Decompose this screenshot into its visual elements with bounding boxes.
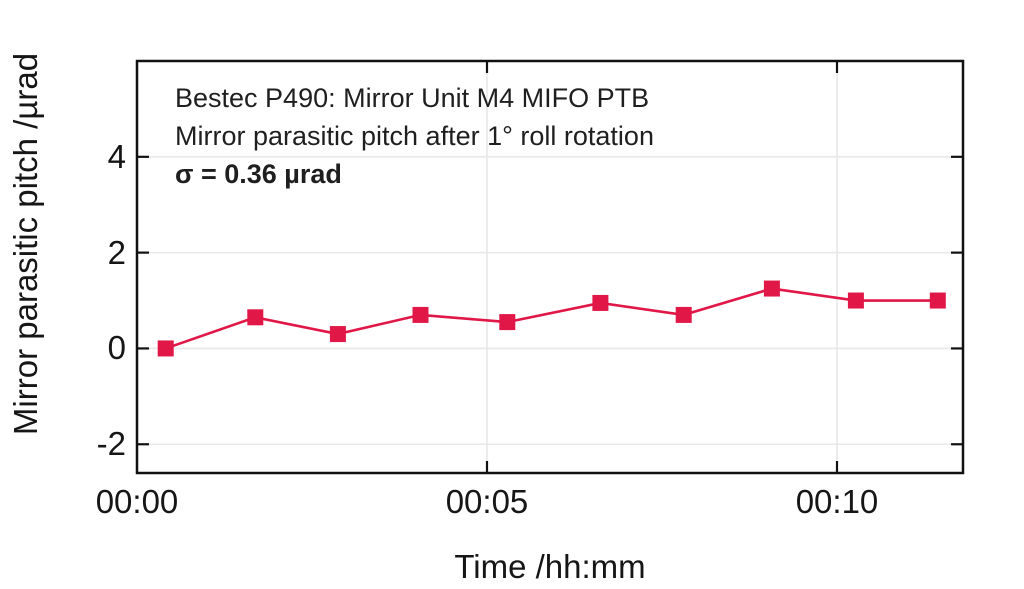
- annotation-line-2: Mirror parasitic pitch after 1° roll rot…: [175, 121, 654, 151]
- y-tick-label: 4: [107, 137, 126, 175]
- y-tick-label: 0: [107, 329, 126, 367]
- x-tick-label: 00:05: [445, 483, 529, 520]
- data-point-marker: [592, 294, 609, 311]
- data-point-marker: [499, 314, 516, 331]
- y-tick-label: -2: [96, 425, 126, 463]
- annotation-sigma: σ = 0.36 µrad: [175, 159, 342, 189]
- data-point-marker: [847, 292, 864, 309]
- plot-frame: [135, 59, 965, 475]
- data-point-marker: [763, 280, 780, 297]
- x-tick-label: 00:10: [795, 483, 879, 520]
- annotation-line-1: Bestec P490: Mirror Unit M4 MIFO PTB: [175, 83, 650, 113]
- data-point-marker: [247, 309, 264, 326]
- data-series-line: [165, 287, 938, 350]
- data-point-marker: [929, 292, 946, 309]
- data-point-marker: [675, 306, 692, 323]
- x-tick-label: 00:00: [95, 483, 179, 520]
- y-axis-title: Mirror parasitic pitch /µrad: [7, 52, 44, 436]
- data-point-marker: [157, 340, 174, 357]
- data-point-marker: [329, 326, 346, 343]
- y-tick-label: 2: [107, 233, 126, 271]
- data-point-marker: [412, 306, 429, 323]
- x-axis-title: Time /hh:mm: [454, 548, 646, 585]
- annotation-block: Bestec P490: Mirror Unit M4 MIFO PTB Mir…: [175, 79, 654, 193]
